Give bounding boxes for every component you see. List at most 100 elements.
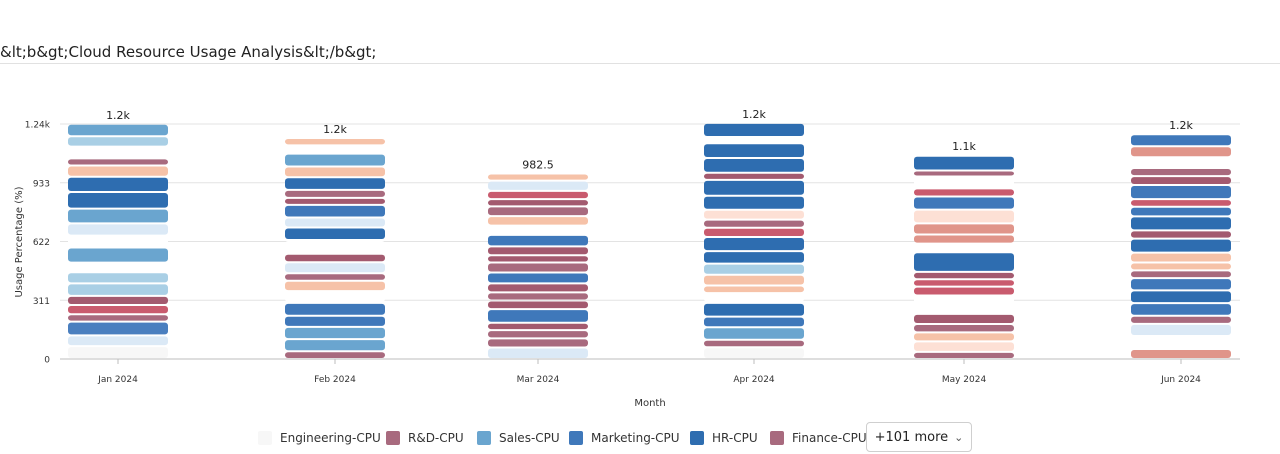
bar-segment[interactable] xyxy=(68,263,168,272)
bar-segment[interactable] xyxy=(285,274,385,280)
bar-segment[interactable] xyxy=(285,254,385,262)
bar-segment[interactable] xyxy=(68,315,168,321)
bar-segment[interactable] xyxy=(488,301,588,309)
bar-segment[interactable] xyxy=(1131,207,1231,216)
bar-segment[interactable] xyxy=(914,280,1014,286)
bar-segment[interactable] xyxy=(68,236,168,247)
bar-segment[interactable] xyxy=(1131,217,1231,230)
bar-segment[interactable] xyxy=(285,340,385,351)
bar-segment[interactable] xyxy=(68,159,168,165)
bar-segment[interactable] xyxy=(285,240,385,253)
bar-segment[interactable] xyxy=(1131,324,1231,335)
bar-segment[interactable] xyxy=(488,217,588,225)
bar-segment[interactable] xyxy=(704,180,804,195)
bar-segment[interactable] xyxy=(914,235,1014,243)
bar-segment[interactable] xyxy=(914,197,1014,209)
bar-segment[interactable] xyxy=(285,303,385,315)
bar-segment[interactable] xyxy=(914,156,1014,170)
bar-segment[interactable] xyxy=(488,310,588,322)
bar-segment[interactable] xyxy=(68,322,168,335)
bar-segment[interactable] xyxy=(704,210,804,219)
bar-segment[interactable] xyxy=(914,272,1014,279)
bar-segment[interactable] xyxy=(488,226,588,234)
bar-segment[interactable] xyxy=(285,198,385,204)
bar-segment[interactable] xyxy=(68,177,168,192)
bar-segment[interactable] xyxy=(488,348,588,358)
bar-segment[interactable] xyxy=(914,296,1014,313)
bar-segment[interactable] xyxy=(488,284,588,292)
bar-segment[interactable] xyxy=(68,209,168,223)
legend-item[interactable]: Sales-CPU xyxy=(477,422,560,454)
bar-segment[interactable] xyxy=(285,327,385,339)
bar-segment[interactable] xyxy=(68,347,168,358)
bar-segment[interactable] xyxy=(488,181,588,190)
bar-segment[interactable] xyxy=(285,146,385,153)
bar-segment[interactable] xyxy=(488,263,588,272)
bar-segment[interactable] xyxy=(914,253,1014,271)
bar-segment[interactable] xyxy=(1131,177,1231,185)
bar-segment[interactable] xyxy=(488,247,588,255)
bar-segment[interactable] xyxy=(68,147,168,158)
bar-segment[interactable] xyxy=(704,264,804,274)
bar-segment[interactable] xyxy=(68,224,168,235)
bar-segment[interactable] xyxy=(704,286,804,293)
bar-segment[interactable] xyxy=(704,138,804,143)
bar-segment[interactable] xyxy=(488,273,588,283)
bar-segment[interactable] xyxy=(68,193,168,208)
bar-segment[interactable] xyxy=(1131,253,1231,262)
bar-segment[interactable] xyxy=(914,314,1014,324)
bar-segment[interactable] xyxy=(488,191,588,199)
bar-segment[interactable] xyxy=(704,252,804,263)
bar-segment[interactable] xyxy=(704,294,804,302)
bar-segment[interactable] xyxy=(1131,158,1231,168)
bar-segment[interactable] xyxy=(285,281,385,291)
bar-segment[interactable] xyxy=(68,336,168,346)
legend-item[interactable]: Finance-CPU xyxy=(770,422,867,454)
bar-segment[interactable] xyxy=(1131,239,1231,252)
bar-segment[interactable] xyxy=(285,205,385,217)
bar-segment[interactable] xyxy=(488,256,588,262)
bar-segment[interactable] xyxy=(914,325,1014,332)
bar-segment[interactable] xyxy=(704,348,804,358)
bar-segment[interactable] xyxy=(704,220,804,227)
bar-segment[interactable] xyxy=(285,292,385,302)
legend-item[interactable]: R&D-CPU xyxy=(386,422,464,454)
legend-item[interactable]: HR-CPU xyxy=(690,422,758,454)
bar-segment[interactable] xyxy=(704,159,804,172)
bar-segment[interactable] xyxy=(704,317,804,327)
bar-segment[interactable] xyxy=(1131,279,1231,290)
bar-segment[interactable] xyxy=(704,173,804,179)
bar-segment[interactable] xyxy=(488,174,588,180)
bar-segment[interactable] xyxy=(285,178,385,189)
bar-segment[interactable] xyxy=(68,124,168,136)
bar-segment[interactable] xyxy=(914,352,1014,358)
bar-segment[interactable] xyxy=(1131,147,1231,157)
bar-segment[interactable] xyxy=(285,352,385,358)
bar-segment[interactable] xyxy=(488,235,588,246)
bar-segment[interactable] xyxy=(68,284,168,295)
bar-segment[interactable] xyxy=(704,237,804,251)
bar-segment[interactable] xyxy=(1131,186,1231,199)
bar-segment[interactable] xyxy=(914,342,1014,351)
bar-segment[interactable] xyxy=(914,189,1014,196)
bar-segment[interactable] xyxy=(704,340,804,347)
bar-segment[interactable] xyxy=(1131,349,1231,358)
bar-segment[interactable] xyxy=(1131,135,1231,146)
bar-segment[interactable] xyxy=(488,331,588,338)
bar-segment[interactable] xyxy=(704,328,804,339)
bar-segment[interactable] xyxy=(914,333,1014,341)
bar-segment[interactable] xyxy=(68,137,168,146)
bar-segment[interactable] xyxy=(1131,263,1231,270)
bar-segment[interactable] xyxy=(488,293,588,300)
bar-segment[interactable] xyxy=(914,210,1014,223)
bar-segment[interactable] xyxy=(704,303,804,316)
bar-segment[interactable] xyxy=(488,207,588,216)
bar-segment[interactable] xyxy=(1131,336,1231,348)
bar-segment[interactable] xyxy=(285,190,385,197)
bar-segment[interactable] xyxy=(704,144,804,158)
bar-segment[interactable] xyxy=(285,228,385,239)
legend-item[interactable]: Marketing-CPU xyxy=(569,422,680,454)
bar-segment[interactable] xyxy=(1131,291,1231,303)
bar-segment[interactable] xyxy=(488,339,588,347)
legend-more-button[interactable]: +101 more ⌄ xyxy=(866,422,972,452)
